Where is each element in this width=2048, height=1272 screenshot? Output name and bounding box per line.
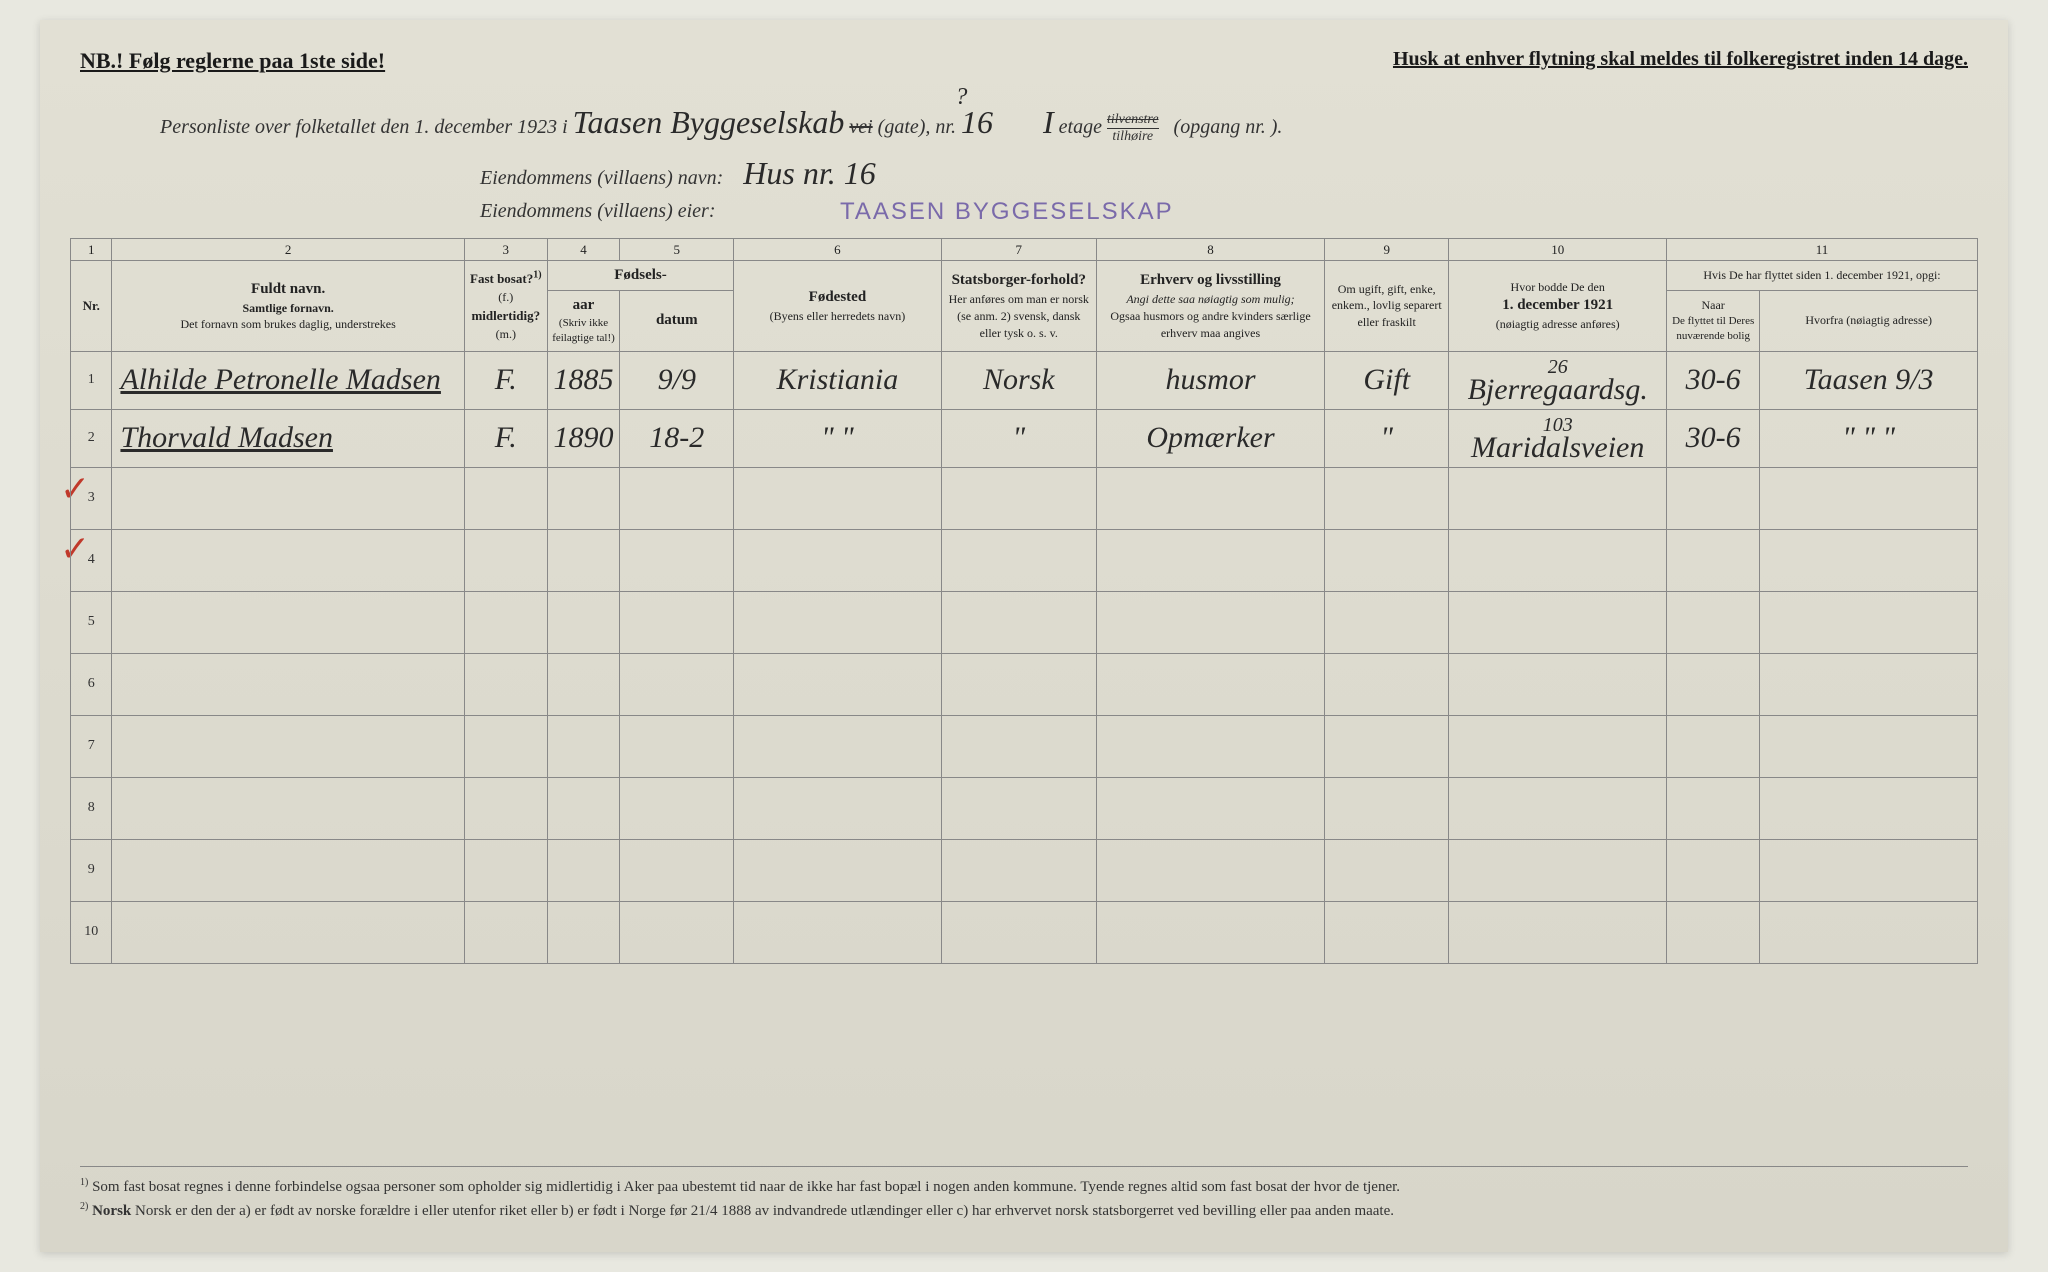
colnum: 1 (71, 239, 112, 261)
col-fodsel: Fødsels- (547, 261, 734, 291)
colnum: 6 (734, 239, 941, 261)
cell-bosat: F. (464, 409, 547, 467)
table-row: 9 (71, 839, 1978, 901)
col-bosat: Fast bosat?1) (f.) midlertidig? (m.) (464, 261, 547, 352)
husk-reminder: Husk at enhver flytning skal meldes til … (1393, 48, 1968, 74)
cell-stats: Norsk (941, 351, 1096, 409)
colnum: 11 (1667, 239, 1978, 261)
cell-bosat: F. (464, 351, 547, 409)
owner-stamp: TAASEN BYGGESELSKAP (840, 198, 1174, 226)
col-hvorfra: Hvorfra (nøiagtig adresse) (1760, 291, 1978, 352)
table-row: 8 (71, 777, 1978, 839)
colnum: 3 (464, 239, 547, 261)
col-gift: Om ugift, gift, enke, enkem., lovlig sep… (1325, 261, 1449, 352)
row-num: 2 (71, 409, 112, 467)
col-1921: Hvor bodde De den 1. december 1921 (nøia… (1449, 261, 1667, 352)
side-fraction: tilvenstre tilhøire (1107, 112, 1159, 145)
col-erhverv: Erhverv og livsstilling Angi dette saa n… (1097, 261, 1325, 352)
etage-label: etage (1059, 116, 1102, 138)
census-table: 1 2 3 4 5 6 7 8 9 10 11 Nr. Fuldt navn. … (70, 238, 1978, 964)
intro-line: Personliste over folketallet den 1. dece… (160, 104, 1940, 145)
table-row: 6 (71, 653, 1978, 715)
cell-datum: 9/9 (620, 351, 734, 409)
table-row: 10 (71, 901, 1978, 963)
table-row: 1 Alhilde Petronelle Madsen F. 1885 9/9 … (71, 351, 1978, 409)
col-fodested: Fødested (Byens eller herredets navn) (734, 261, 941, 352)
cell-erhverv: husmor (1097, 351, 1325, 409)
colnum: 9 (1325, 239, 1449, 261)
table-row: 2 Thorvald Madsen F. 1890 18-2 " " " Opm… (71, 409, 1978, 467)
table-row: 7 (71, 715, 1978, 777)
table-row: 4 (71, 529, 1978, 591)
col-nr: Nr. (71, 261, 112, 352)
colnum: 4 (547, 239, 620, 261)
colnum: 7 (941, 239, 1096, 261)
intro-prefix: Personliste over folketallet den 1. dece… (160, 116, 568, 138)
cell-gift: Gift (1325, 351, 1449, 409)
colnum: 2 (112, 239, 464, 261)
opgang-label: (opgang nr. ). (1174, 116, 1283, 138)
cell-fodested: " " (734, 409, 941, 467)
colnum: 10 (1449, 239, 1667, 261)
cell-aar: 1890 (547, 409, 620, 467)
footnote-2b: 1888 av indvandrede utlændinger eller c)… (721, 1203, 1394, 1219)
question-mark: ? (955, 84, 967, 111)
colnum: 8 (1097, 239, 1325, 261)
colnum: 5 (620, 239, 734, 261)
cell-stats: " (941, 409, 1096, 467)
eiendom-eier-label: Eiendommens (villaens) eier: (480, 200, 715, 222)
cell-erhverv: Opmærker (1097, 409, 1325, 467)
table-row: 3 (71, 467, 1978, 529)
eiendom-navn-row: Eiendommens (villaens) navn: Hus nr. 16 (480, 155, 876, 192)
eiendom-navn-label: Eiendommens (villaens) navn: (480, 167, 723, 189)
cell-1921: 26 Bjerregaardsg. (1449, 351, 1667, 409)
cell-gift: " (1325, 409, 1449, 467)
nr-label: nr. (935, 116, 956, 138)
nb-warning: NB.! Følg reglerne paa 1ste side! (80, 48, 385, 74)
cell-fra: " " " (1760, 409, 1978, 467)
cell-fra: Taasen 9/3 (1760, 351, 1978, 409)
col-stats: Statsborger-forhold? Her anføres om man … (941, 261, 1096, 352)
vei-label: vei (849, 116, 872, 138)
column-number-row: 1 2 3 4 5 6 7 8 9 10 11 (71, 239, 1978, 261)
cell-naar: 30-6 (1667, 409, 1760, 467)
cell-aar: 1885 (547, 351, 620, 409)
table-header-row: Nr. Fuldt navn. Samtlige fornavn. Det fo… (71, 261, 1978, 291)
gate-label: (gate), (878, 116, 931, 138)
col-name: Fuldt navn. Samtlige fornavn. Det fornav… (112, 261, 464, 352)
etage-value: I (1043, 104, 1054, 140)
cell-naar: 30-6 (1667, 351, 1760, 409)
row-num: 1 (71, 351, 112, 409)
cell-1921: 103 Maridalsveien (1449, 409, 1667, 467)
eiendom-eier-row: Eiendommens (villaens) eier: (480, 200, 715, 223)
cell-name: Thorvald Madsen (112, 409, 464, 467)
col-datum: datum (620, 291, 734, 352)
table-row: 5 (71, 591, 1978, 653)
street-handwritten: Taasen Byggeselskab (573, 104, 845, 140)
footnote-2a: Norsk er den der a) er født av norske fo… (135, 1203, 691, 1219)
col-flyttet: Hvis De har flyttet siden 1. december 19… (1667, 261, 1978, 291)
footnote-1: Som fast bosat regnes i denne forbindels… (92, 1179, 1400, 1195)
footnotes: 1) Som fast bosat regnes i denne forbind… (80, 1166, 1968, 1222)
col-aar: aar (Skriv ikke feilagtige tal!) (547, 291, 620, 352)
cell-name: Alhilde Petronelle Madsen (112, 351, 464, 409)
cell-datum: 18-2 (620, 409, 734, 467)
col-naar: Naar De flyttet til Deres nuværende boli… (1667, 291, 1760, 352)
cell-fodested: Kristiania (734, 351, 941, 409)
eiendom-navn-value: Hus nr. 16 (743, 155, 875, 191)
